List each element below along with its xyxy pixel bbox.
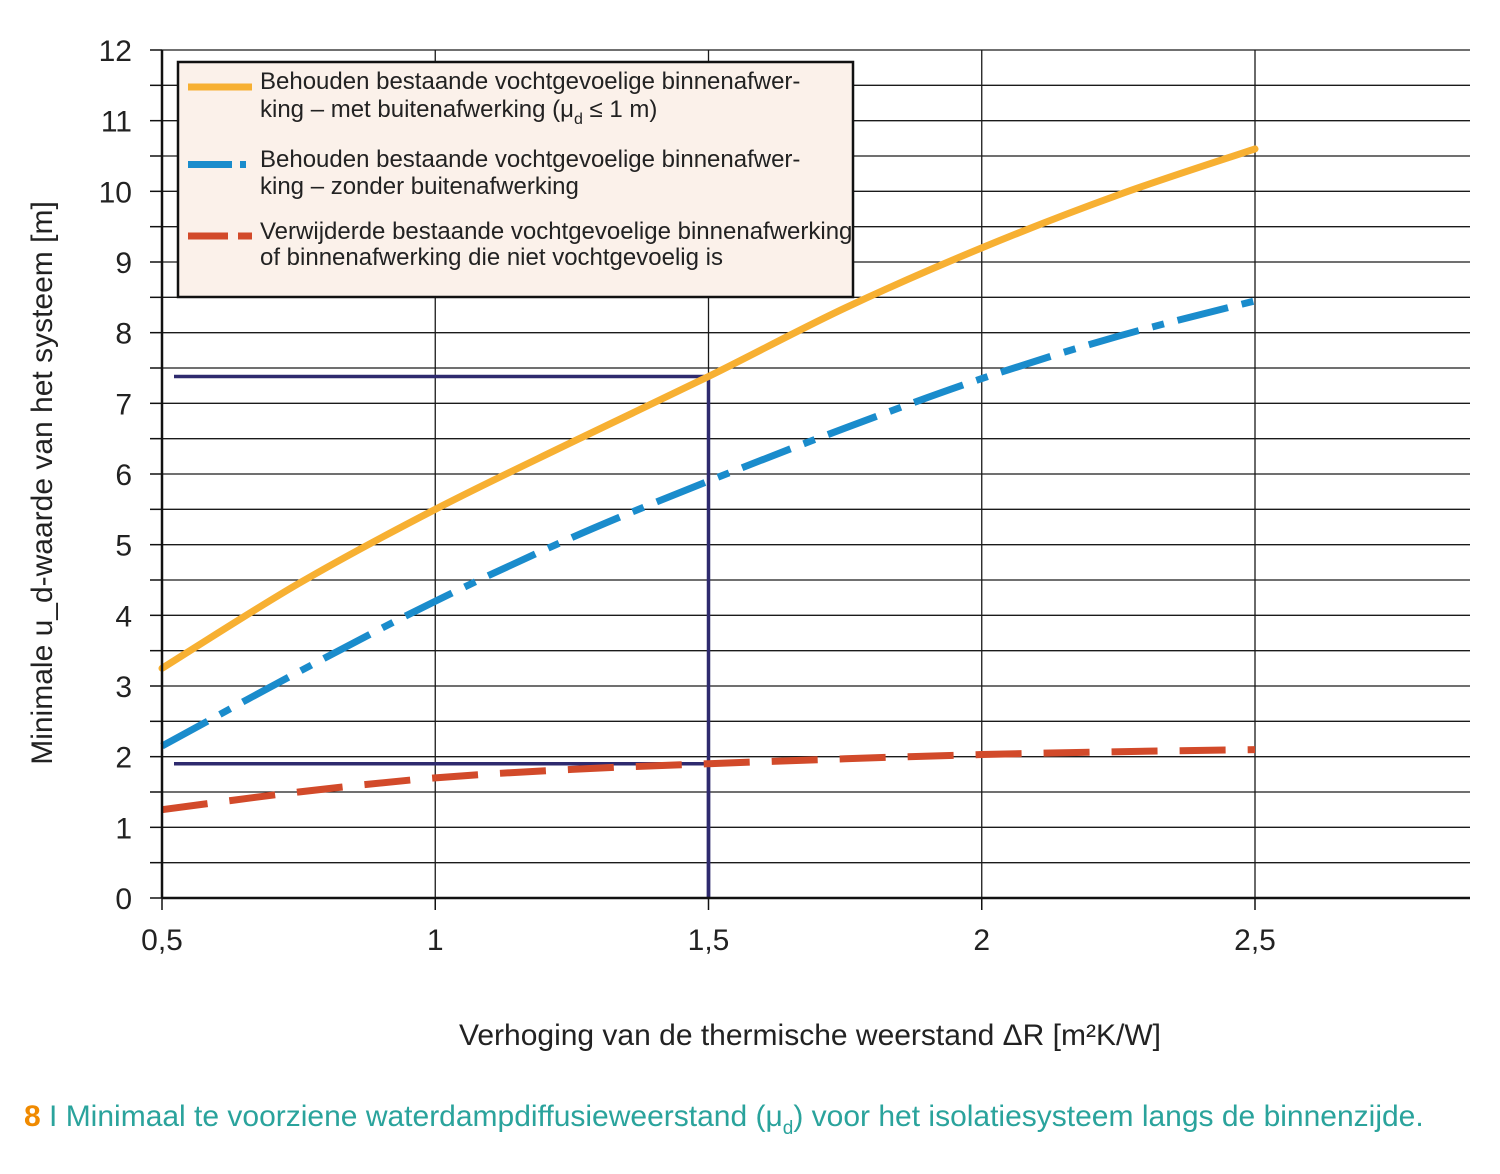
axis-titles: Verhoging van de thermische weerstand ΔR…: [26, 201, 1161, 1052]
y-tick-label: 7: [115, 388, 132, 421]
legend-label-3: Verwijderde bestaande vochtgevoelige bin…: [260, 218, 852, 245]
y-tick-label: 9: [115, 247, 132, 280]
x-tick-label: 1,5: [688, 924, 730, 957]
series-lines: [158, 145, 1259, 814]
y-tick-label: 11: [101, 106, 132, 139]
series-line-3: [161, 746, 1256, 814]
y-tick-label: 0: [115, 883, 132, 916]
y-tick-label: 6: [115, 459, 132, 492]
y-tick-label: 8: [115, 318, 132, 351]
y-tick-label: 10: [99, 176, 132, 209]
caption-text-after: ) voor het isolatiesysteem langs de binn…: [793, 1100, 1424, 1133]
legend-box: [176, 60, 855, 299]
legend-label-1-line2: king – met buitenafwerking (μd ≤ 1 m): [260, 96, 657, 128]
series-line-1: [158, 145, 1259, 672]
legend-label-2: Behouden bestaande vochtgevoelige binnen…: [260, 146, 800, 173]
y-axis-title: Minimale u_d-waarde van het systeem [m]: [26, 201, 59, 765]
x-tick-label: 0,5: [141, 924, 183, 957]
y-tick-label: 4: [115, 600, 132, 633]
legend: Behouden bestaande vochtgevoelige binnen…: [176, 60, 855, 299]
y-tick-label: 3: [115, 671, 132, 704]
x-tick-label: 2,5: [1234, 924, 1276, 957]
caption-number: 8: [24, 1100, 41, 1133]
legend-label-1: Behouden bestaande vochtgevoelige binnen…: [260, 68, 800, 95]
legend-label-3-line2: of binnenafwerking die niet vochtgevoeli…: [260, 244, 723, 271]
caption-text-before: I Minimaal te voorziene waterdampdiffusi…: [40, 1100, 783, 1133]
y-tick-label: 1: [115, 812, 132, 845]
caption-subscript: d: [782, 1118, 794, 1139]
x-axis-title: Verhoging van de thermische weerstand ΔR…: [459, 1019, 1161, 1052]
y-tick-label: 5: [115, 530, 132, 563]
y-tick-label: 2: [115, 742, 132, 775]
x-tick-label: 2: [973, 924, 990, 957]
reference-lines: [174, 374, 711, 898]
legend-label-2-line2: king – zonder buitenafwerking: [260, 173, 579, 200]
x-tick-label: 1: [427, 924, 444, 957]
y-tick-label: 12: [99, 35, 132, 68]
figure-caption: 8 I Minimaal te voorziene waterdampdiffu…: [24, 1100, 1424, 1140]
series-line-2: [160, 297, 1256, 750]
